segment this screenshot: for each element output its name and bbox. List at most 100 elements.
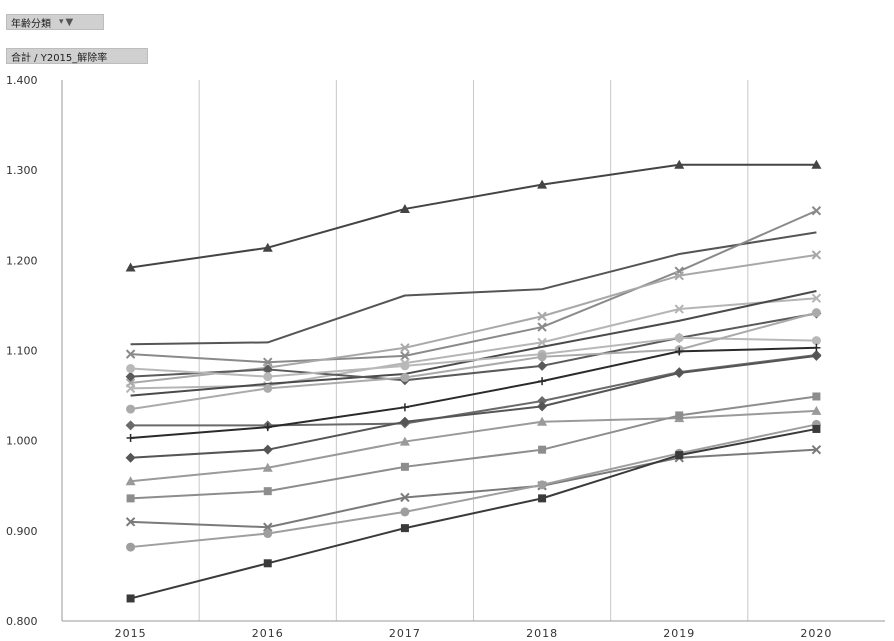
- series: [126, 392, 821, 503]
- y-tick-label: 1.100: [6, 345, 38, 358]
- series-line: [130, 354, 817, 459]
- diamond-marker: [537, 395, 548, 406]
- triangle-marker: [262, 462, 273, 472]
- x-marker-stroke: [400, 492, 410, 503]
- value-field-button[interactable]: 合計 / Y2015_解除率: [6, 48, 148, 64]
- series-line: [130, 448, 817, 529]
- series: [125, 405, 822, 486]
- x-marker: [537, 337, 547, 348]
- square-marker: [400, 524, 409, 533]
- circle-marker: [263, 529, 273, 539]
- x-marker: [674, 304, 684, 314]
- square-marker: [126, 494, 135, 503]
- series-line: [130, 395, 817, 500]
- x-marker: [674, 270, 684, 281]
- circle-marker: [126, 364, 136, 374]
- circle-marker: [537, 352, 547, 362]
- circle-marker: [811, 336, 821, 346]
- diamond-marker: [262, 364, 273, 375]
- x-marker: [125, 383, 136, 394]
- triangle-marker: [811, 405, 822, 415]
- diamond-marker: [537, 401, 548, 412]
- series-line: [130, 409, 817, 483]
- triangle-marker: [262, 242, 273, 252]
- plus-marker: [400, 403, 409, 412]
- square-marker: [812, 424, 821, 433]
- diamond-marker: [811, 350, 822, 361]
- series: [126, 343, 821, 442]
- x-marker-stroke: [125, 517, 136, 527]
- diamond-marker: [125, 452, 136, 463]
- x-marker-stroke: [811, 206, 822, 216]
- diamond-marker: [674, 368, 685, 379]
- circle-marker: [263, 383, 273, 393]
- x-marker: [811, 206, 822, 216]
- x-marker-stroke: [125, 383, 136, 394]
- y-tick-label: 1.400: [6, 74, 38, 87]
- x-marker: [125, 349, 136, 359]
- circle-marker: [400, 373, 410, 383]
- plus-marker: [675, 347, 684, 356]
- circle-marker: [674, 333, 684, 343]
- series: [126, 424, 821, 603]
- series-line: [130, 423, 817, 549]
- x-marker: [811, 250, 822, 260]
- x-marker-stroke: [400, 343, 410, 353]
- triangle-marker: [125, 262, 136, 272]
- x-marker: [125, 517, 136, 527]
- x-marker-stroke: [537, 337, 547, 348]
- series-line: [130, 163, 817, 269]
- series-line: [130, 346, 817, 439]
- y-tick-label: 0.800: [6, 615, 38, 628]
- x-marker: [400, 492, 410, 503]
- y-tick-labels: 0.800 0.900 1.000 1.100 1.200 1.300 1.400: [6, 74, 38, 628]
- x-tick-label: 2017: [389, 627, 421, 640]
- dropdown-arrow-icon[interactable]: ▾: [59, 17, 64, 27]
- y-tick-label: 1.200: [6, 254, 38, 267]
- x-marker-stroke: [674, 270, 684, 281]
- diamond-marker: [399, 416, 410, 427]
- x-tick-label: 2018: [526, 627, 558, 640]
- filter-field-button[interactable]: 年齢分類 ▾ ▼: [6, 14, 104, 30]
- x-marker: [263, 522, 273, 532]
- series-line: [130, 336, 817, 378]
- x-marker-stroke: [537, 322, 547, 332]
- y-tick-label: 1.000: [6, 435, 38, 448]
- series: [125, 206, 822, 367]
- x-tick-label: 2019: [663, 627, 695, 640]
- plus-marker: [126, 433, 135, 442]
- x-marker: [811, 293, 822, 303]
- x-marker-stroke: [125, 349, 136, 359]
- x-marker: [400, 343, 410, 353]
- circle-marker: [400, 361, 410, 371]
- square-marker: [263, 487, 272, 496]
- x-marker-stroke: [400, 351, 410, 361]
- x-marker-stroke: [811, 250, 822, 260]
- plus-marker: [812, 343, 821, 352]
- circle-marker: [126, 404, 136, 414]
- series-line: [130, 231, 817, 346]
- x-tick-label: 2020: [800, 627, 832, 640]
- x-marker-stroke: [674, 304, 684, 314]
- x-marker-stroke: [537, 311, 547, 321]
- axes: [61, 80, 885, 622]
- square-marker: [675, 411, 684, 420]
- x-marker-stroke: [263, 522, 273, 532]
- plus-marker: [538, 377, 547, 386]
- series-line: [130, 312, 817, 382]
- y-tick-label: 1.300: [6, 164, 38, 177]
- triangle-marker: [125, 476, 136, 486]
- square-marker: [675, 451, 684, 460]
- x-marker: [400, 351, 410, 361]
- triangle-marker: [674, 159, 685, 169]
- square-marker: [400, 462, 409, 471]
- funnel-icon[interactable]: ▼: [65, 16, 74, 28]
- x-tick-label: 2015: [115, 627, 147, 640]
- x-marker: [537, 311, 547, 321]
- x-marker: [537, 322, 547, 332]
- diamond-marker: [125, 371, 136, 382]
- square-marker: [538, 445, 547, 454]
- series-line: [130, 311, 817, 411]
- series-line: [130, 209, 817, 364]
